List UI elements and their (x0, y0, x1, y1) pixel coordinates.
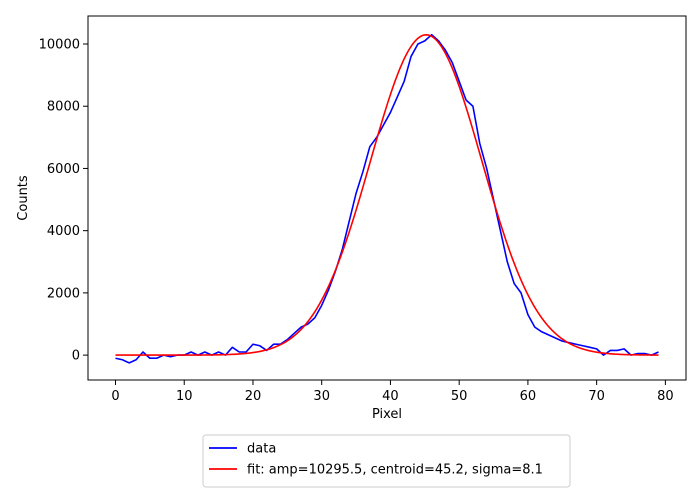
x-tick-label: 70 (588, 389, 605, 404)
y-tick-label: 8000 (47, 100, 80, 115)
legend-entry-0: data (247, 442, 276, 457)
x-tick-label: 60 (520, 389, 537, 404)
data-series-line (115, 33, 659, 364)
y-tick-label: 10000 (39, 38, 80, 53)
legend-box (202, 434, 571, 488)
x-tick-label: 30 (313, 389, 330, 404)
x-tick-label: 40 (382, 389, 399, 404)
legend-entry-1: fit: amp=10295.5, centroid=45.2, sigma=8… (247, 463, 543, 478)
x-tick-label: 50 (451, 389, 468, 404)
fit-series-line (115, 34, 659, 356)
legend: data fit: amp=10295.5, centroid=45.2, sig… (202, 434, 571, 488)
x-axis-label: Pixel (372, 407, 402, 422)
x-tick-label: 20 (245, 389, 262, 404)
plot-area: 0 10 20 30 40 50 60 70 80 0 2000 4000 6000 8000 10000 P… (16, 15, 687, 422)
x-tick-label: 0 (111, 389, 119, 404)
y-axis-label: Counts (16, 175, 31, 221)
y-tick-label: 6000 (47, 162, 80, 177)
y-tick-label: 0 (72, 349, 80, 364)
x-tick-label: 10 (176, 389, 193, 404)
y-tick-label: 2000 (47, 286, 80, 301)
y-tick-label: 4000 (47, 224, 80, 239)
x-tick-label: 80 (657, 389, 674, 404)
plot-frame (87, 15, 687, 381)
